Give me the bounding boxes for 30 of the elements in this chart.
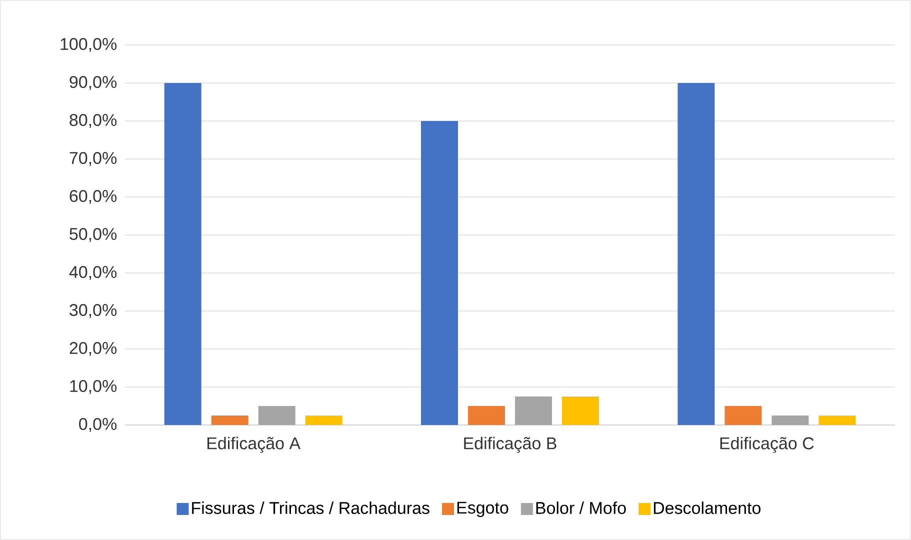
bar	[305, 416, 342, 425]
y-tick-label: 20,0%	[70, 342, 117, 356]
legend-label: Esgoto	[457, 502, 508, 518]
y-tick-label: 70,0%	[70, 152, 117, 166]
bar	[515, 396, 552, 425]
legend-label: Fissuras / Trincas / Rachaduras	[192, 502, 430, 514]
legend-label: Bolor / Mofo	[536, 502, 626, 514]
y-tick-label: 40,0%	[69, 266, 117, 280]
bar	[724, 406, 762, 425]
x-tick-label: Edificação C	[720, 436, 814, 453]
y-tick-label: 100,0%	[60, 38, 117, 52]
y-tick-label: 50,0%	[70, 228, 117, 242]
legend-label: Descolamento	[654, 502, 760, 514]
bar	[421, 120, 458, 425]
y-tick-label: 90,0%	[70, 76, 117, 90]
x-tick-label: Edificação A	[207, 436, 301, 453]
bar	[468, 406, 506, 425]
bar	[211, 416, 248, 425]
y-tick-label: 30,0%	[70, 304, 117, 318]
bar	[818, 416, 856, 425]
x-tick-label: Edificação B	[464, 436, 556, 453]
bar	[258, 406, 296, 425]
bar	[678, 82, 715, 425]
y-tick-label: 0,0%	[79, 418, 117, 432]
bar	[562, 396, 600, 425]
bar	[772, 416, 809, 425]
y-tick-label: 10,0%	[70, 380, 117, 394]
y-tick-label: 60,0%	[70, 190, 117, 204]
y-tick-label: 80,0%	[70, 114, 117, 128]
bar	[164, 82, 202, 425]
